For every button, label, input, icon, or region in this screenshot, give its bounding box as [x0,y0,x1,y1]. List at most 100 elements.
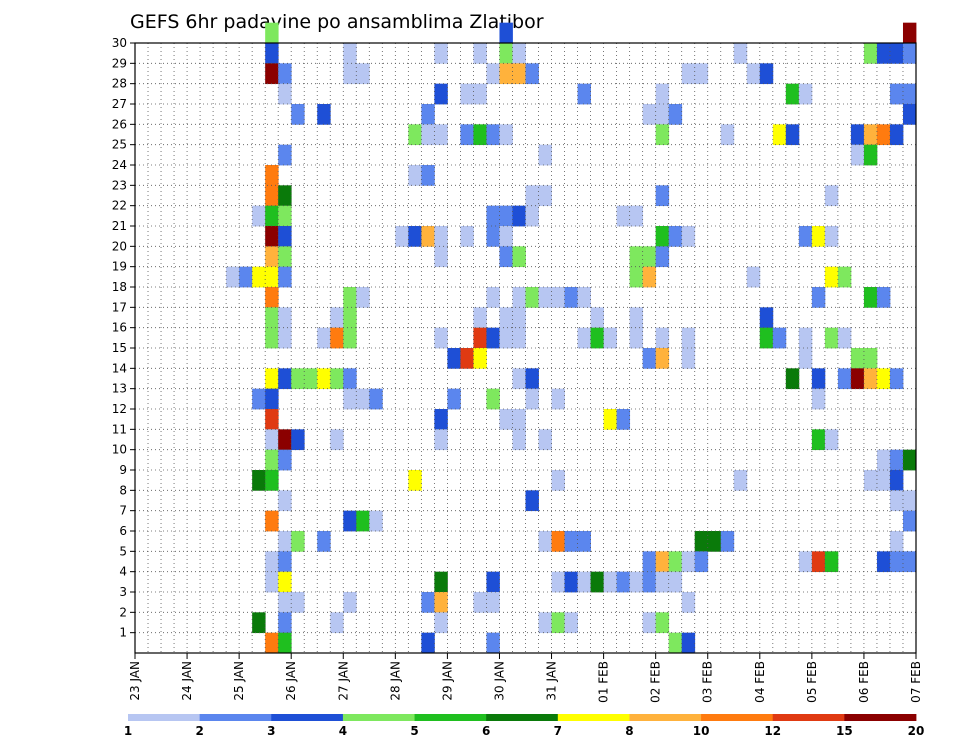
precip-cell [668,632,683,654]
precip-cell [317,327,331,349]
precip-cell [577,327,591,349]
precip-cell [733,43,748,64]
precip-cell [824,551,839,573]
precip-cell [642,104,657,125]
precip-cell [434,571,448,593]
precip-cell [330,612,344,634]
precip-cell [265,388,279,410]
colorbar-segment [271,714,344,721]
precip-cell [434,429,448,451]
colorbar-segment [128,714,201,721]
precip-cell [460,83,474,105]
precip-cell [278,449,292,471]
precip-cell [811,287,826,308]
precip-cell [434,409,448,430]
colorbar-label: 7 [554,724,562,738]
precip-cell [668,551,683,573]
precip-cell [265,307,279,329]
precip-cell [421,124,435,146]
precip-cell [577,287,591,308]
y-tick-label: 27 [112,97,127,111]
precip-cell [512,429,526,451]
precip-cell [655,246,670,268]
precip-cell [460,124,474,146]
precip-cell [278,490,292,512]
precip-cell [291,104,305,125]
colorbar-label: 5 [410,724,418,738]
precip-cell [811,226,826,247]
y-tick-label: 23 [112,178,127,192]
precip-cell [889,490,904,512]
grid-lines [135,43,916,653]
precip-cell [850,368,865,390]
precip-cell [590,571,604,593]
precip-cell [629,205,644,227]
y-tick-label: 15 [112,341,127,355]
precip-cell [538,531,552,552]
y-tick-label: 21 [112,219,127,233]
y-tick-label: 14 [112,361,127,375]
colorbar-label: 12 [764,724,781,738]
precip-cell [564,287,578,308]
precip-cell [278,327,292,349]
precip-cell [655,327,670,349]
y-tick-label: 19 [112,260,127,274]
colorbar-segment [486,714,559,721]
precip-cell [889,43,904,64]
precip-cell [434,43,448,64]
precip-cell [278,246,292,268]
precip-cell [291,429,305,451]
precip-cell [876,124,891,146]
precip-cell [837,368,852,390]
precip-cell [291,368,305,390]
precip-cell [330,307,344,329]
precip-cell [252,205,266,227]
y-tick-label: 4 [119,565,127,579]
y-tick-label: 24 [112,158,127,172]
precip-cell [746,266,761,288]
precip-cell [603,571,618,593]
colorbar-label: 8 [625,724,633,738]
precip-cell [798,226,813,247]
precip-cell [655,104,670,125]
precip-cell [239,266,253,288]
precip-cell [577,531,591,552]
precip-cell [863,43,878,64]
precip-cell [681,551,696,573]
precip-cell [837,327,852,349]
precip-cell [551,612,565,634]
y-tick-label: 30 [112,36,127,50]
precip-cell [317,531,331,552]
precip-cell [798,551,813,573]
colorbar-label: 15 [836,724,853,738]
y-tick-label: 12 [112,402,127,416]
colorbar-label: 2 [195,724,203,738]
precip-cell [629,266,644,288]
colorbar-label: 6 [482,724,490,738]
precip-cell [499,327,513,349]
colorbar-segment [844,714,917,721]
precip-cell [278,571,292,593]
precip-cell [889,551,904,573]
precip-cell [863,144,878,166]
precip-cell [265,185,279,207]
colorbar-segment [629,714,702,721]
precip-cell [343,368,357,390]
precip-cell [525,185,539,207]
x-tick-label: 04 FEB [753,661,767,703]
x-tick-label: 26 JAN [284,661,298,701]
precip-cell [889,449,904,471]
precip-cell [824,185,839,207]
y-tick-label: 13 [112,382,127,396]
precip-cell [330,327,344,349]
precip-cell [512,307,526,329]
x-tick-label: 24 JAN [180,661,194,701]
precip-cell [538,185,552,207]
precip-cell [265,429,279,451]
precip-cell [499,307,513,329]
precip-cell [265,449,279,471]
precip-cell [733,470,748,491]
precip-cell [785,124,800,146]
precip-cell [486,226,500,247]
y-tick-label: 25 [112,138,127,152]
